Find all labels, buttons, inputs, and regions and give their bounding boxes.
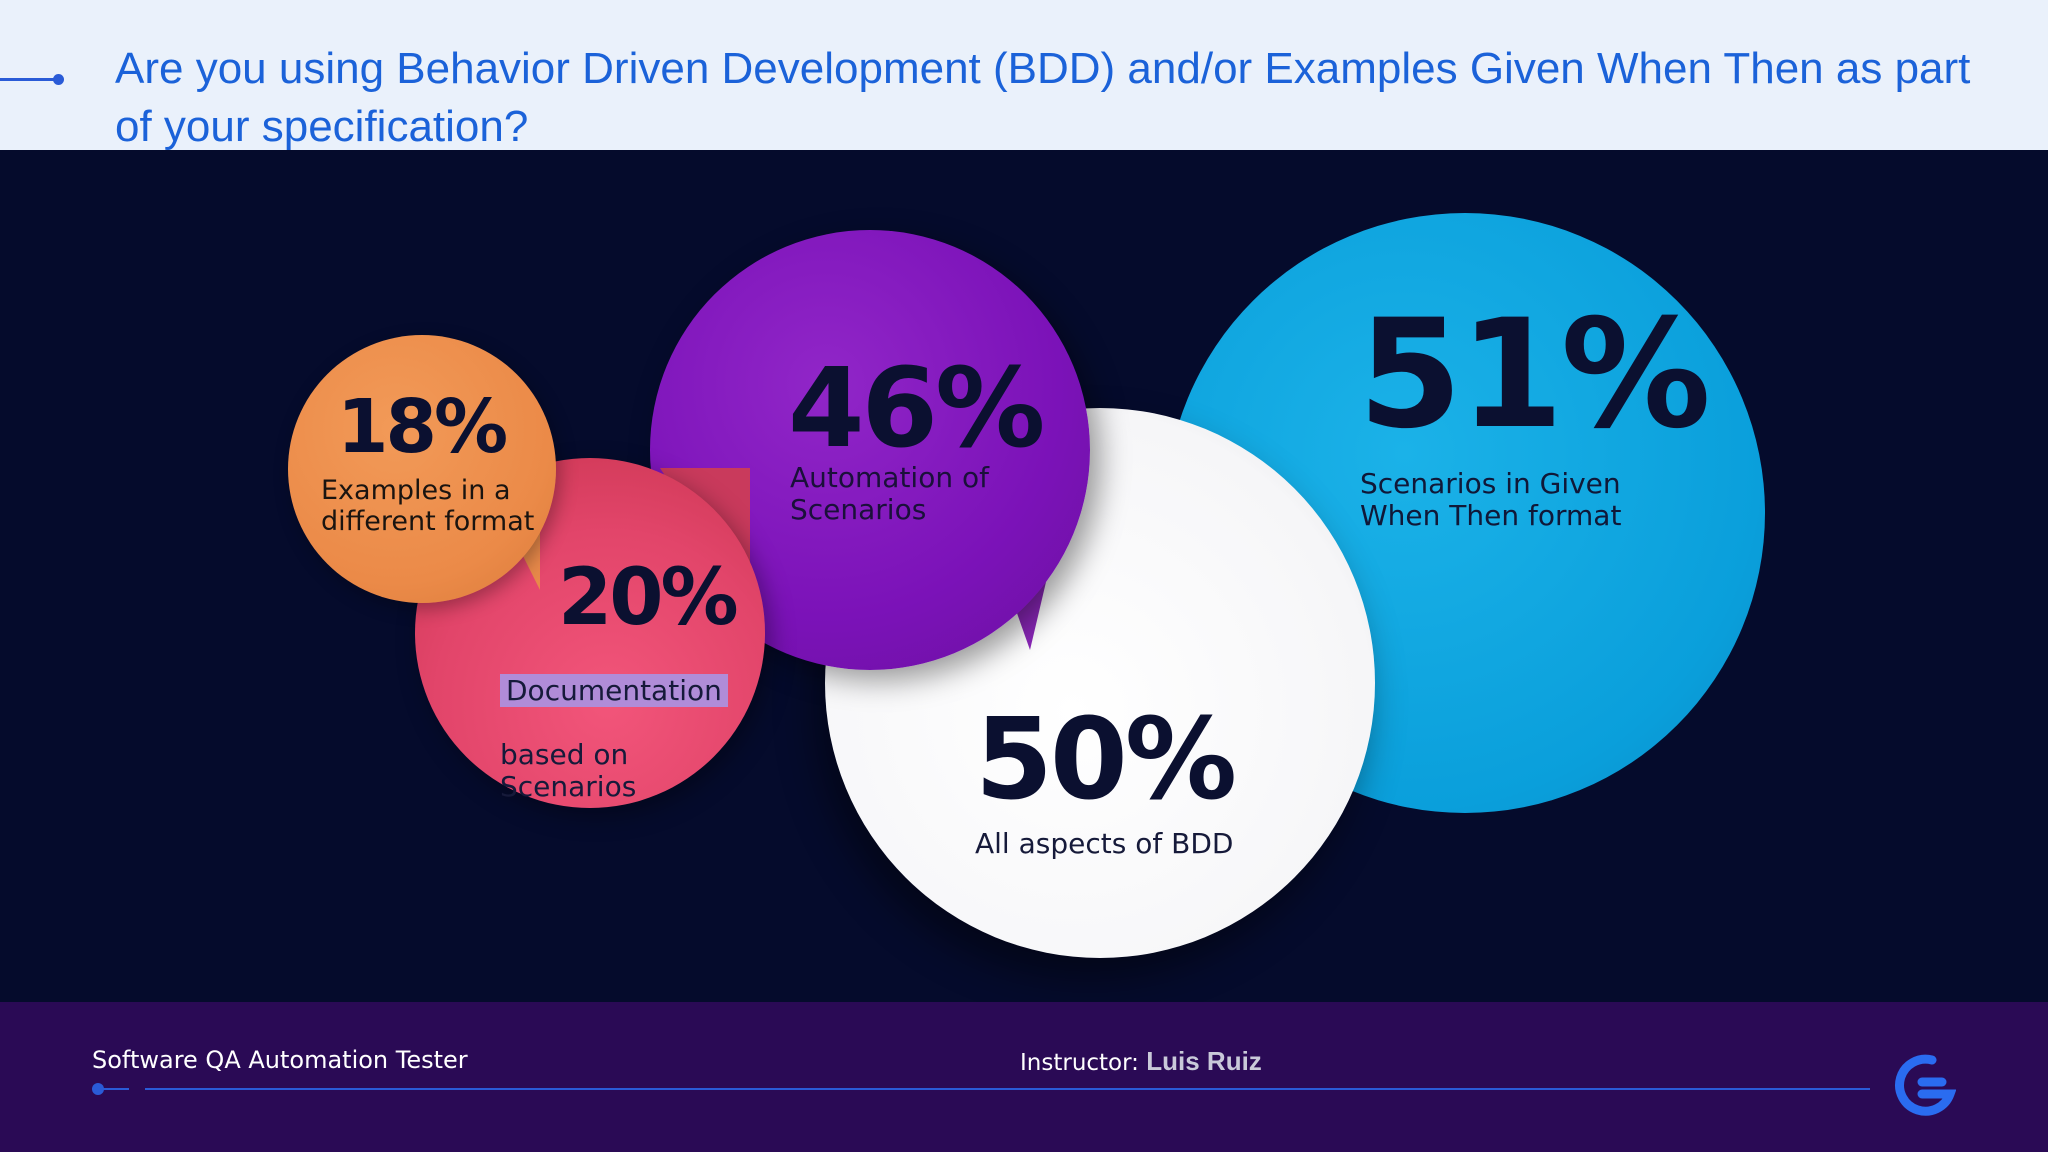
automation-label: Automation of Scenarios (790, 461, 989, 526)
instructor-name: Luis Ruiz (1146, 1046, 1262, 1076)
examples-bubble (288, 335, 556, 603)
documentation-label-rest: based on Scenarios (500, 738, 637, 803)
footer-divider-line (145, 1088, 1870, 1090)
slide-header: Are you using Behavior Driven Developmen… (0, 0, 2048, 151)
infographic-stage: 51% Scenarios in Given When Then format … (0, 150, 2048, 1002)
instructor-prefix: Instructor: (1020, 1050, 1147, 1076)
course-title: Software QA Automation Tester (92, 1046, 468, 1074)
examples-label: Examples in a different format (321, 475, 535, 537)
header-accent-dot (53, 74, 64, 85)
automation-percent: 46% (788, 344, 1045, 472)
documentation-label: Documentation based on Scenarios (500, 643, 728, 803)
all-aspects-label: All aspects of BDD (975, 827, 1234, 860)
brand-logo-icon (1895, 1054, 1956, 1116)
header-accent-line (0, 78, 58, 81)
instructor-info: Instructor: Luis Ruiz (1020, 1046, 1262, 1077)
examples-percent: 18% (337, 384, 508, 470)
slide-footer: Software QA Automation Tester Instructor… (0, 1002, 2048, 1152)
footer-accent-short-line (97, 1088, 129, 1090)
documentation-label-highlight: Documentation (500, 674, 728, 707)
documentation-percent: 20% (558, 553, 739, 643)
all-aspects-percent: 50% (975, 695, 1237, 825)
slide-question: Are you using Behavior Driven Developmen… (115, 44, 1971, 151)
given-when-then-label: Scenarios in Given When Then format (1360, 467, 1622, 532)
given-when-then-percent: 51% (1358, 288, 1711, 462)
